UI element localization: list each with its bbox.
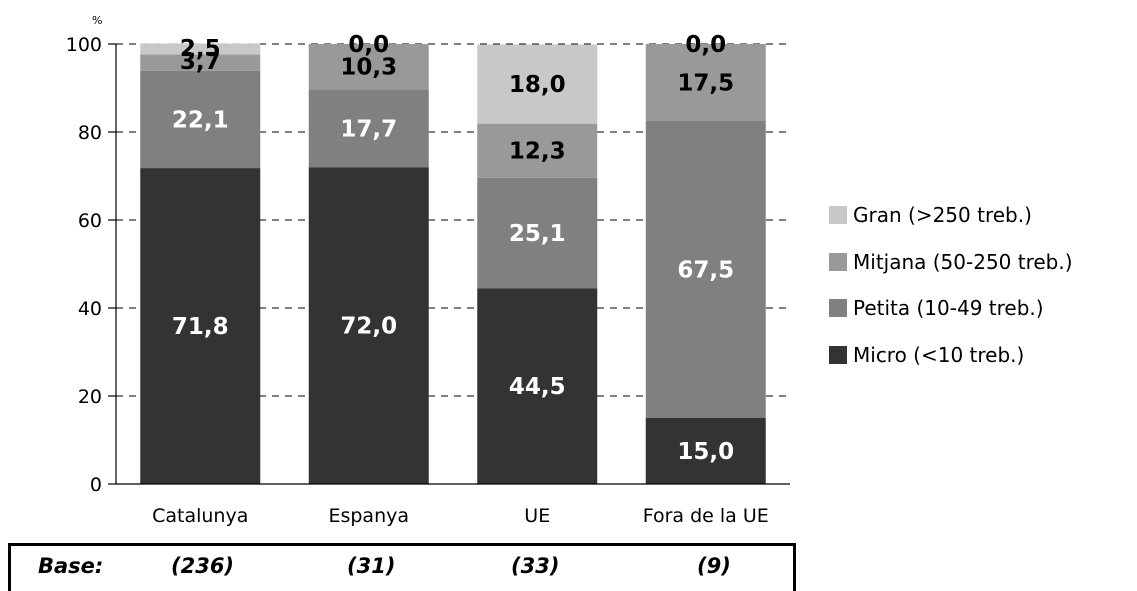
y-axis-ticks: 0 20 40 60 80 100 — [66, 34, 116, 496]
base-value-catalunya: (236) — [171, 554, 235, 578]
data-label: 17,5 — [677, 71, 734, 97]
bar-segment — [140, 168, 261, 484]
legend-item-micro: Micro (<10 treb.) — [829, 343, 1073, 367]
data-label: 2,5 — [180, 36, 221, 62]
bar-segment — [477, 288, 598, 484]
legend-label-gran: Gran (>250 treb.) — [853, 203, 1032, 227]
bar-segment — [477, 123, 598, 178]
data-label: 25,1 — [509, 221, 566, 247]
bar-segment — [308, 89, 429, 168]
data-label: 10,3 — [340, 55, 397, 81]
base-label: Base: — [38, 554, 104, 578]
bar-segment — [477, 177, 598, 289]
y-tick-label: 100 — [66, 34, 102, 56]
legend-swatch-micro — [829, 345, 847, 364]
data-label: 17,7 — [340, 116, 397, 142]
bar-segment — [140, 43, 261, 55]
x-category-label: Fora de la UE — [643, 505, 769, 527]
y-tick-label: 80 — [78, 122, 102, 144]
legend-swatch-gran — [829, 206, 847, 224]
data-label: 67,5 — [677, 258, 734, 284]
data-label: 22,1 — [172, 107, 229, 133]
legend-item-gran: Gran (>250 treb.) — [829, 203, 1073, 227]
bars — [140, 43, 766, 484]
data-label: 71,8 — [172, 314, 229, 340]
data-label: 12,3 — [509, 139, 566, 165]
bar-segment — [645, 44, 766, 121]
bar-segment — [308, 44, 429, 90]
x-category-label: Espanya — [328, 505, 409, 527]
base-value-fora-ue: (9) — [697, 554, 731, 578]
data-label: 15,0 — [677, 439, 734, 465]
base-table: Base: (236) (31) (33) (9) — [8, 543, 796, 591]
data-label: 72,0 — [340, 314, 397, 340]
legend: Gran (>250 treb.) Mitjana (50-250 treb.)… — [829, 203, 1073, 389]
x-category-label: Catalunya — [152, 505, 248, 527]
bar-segment — [140, 70, 261, 169]
data-labels: 71,822,13,72,572,017,710,30,044,525,112,… — [172, 32, 734, 465]
data-label: 0,0 — [685, 32, 726, 58]
y-tick-label: 20 — [78, 386, 102, 408]
bar-segment — [308, 167, 429, 484]
y-tick-label: 0 — [90, 474, 102, 496]
y-tick-label: 60 — [78, 210, 102, 232]
base-value-espanya: (31) — [347, 554, 396, 578]
bar-segment — [477, 44, 598, 124]
legend-item-mitjana: Mitjana (50-250 treb.) — [829, 250, 1073, 274]
y-axis-unit: % — [92, 14, 102, 27]
y-tick-label: 40 — [78, 298, 102, 320]
legend-item-petita: Petita (10-49 treb.) — [829, 296, 1073, 320]
data-label: 18,0 — [509, 72, 566, 98]
data-label: 3,7 — [180, 49, 221, 75]
x-axis-categories: Catalunya Espanya UE Fora de la UE — [152, 505, 769, 527]
bar-segment — [645, 418, 766, 484]
bar-segment — [645, 121, 766, 418]
legend-swatch-mitjana — [829, 252, 847, 271]
data-label: 44,5 — [509, 374, 566, 400]
data-label: 0,0 — [348, 32, 389, 58]
legend-label-mitjana: Mitjana (50-250 treb.) — [853, 249, 1073, 274]
legend-label-micro: Micro (<10 treb.) — [853, 342, 1025, 367]
legend-swatch-petita — [829, 299, 847, 317]
base-value-ue: (33) — [511, 554, 560, 578]
legend-label-petita: Petita (10-49 treb.) — [853, 296, 1044, 320]
bar-segment — [140, 54, 261, 71]
x-category-label: UE — [524, 505, 550, 527]
